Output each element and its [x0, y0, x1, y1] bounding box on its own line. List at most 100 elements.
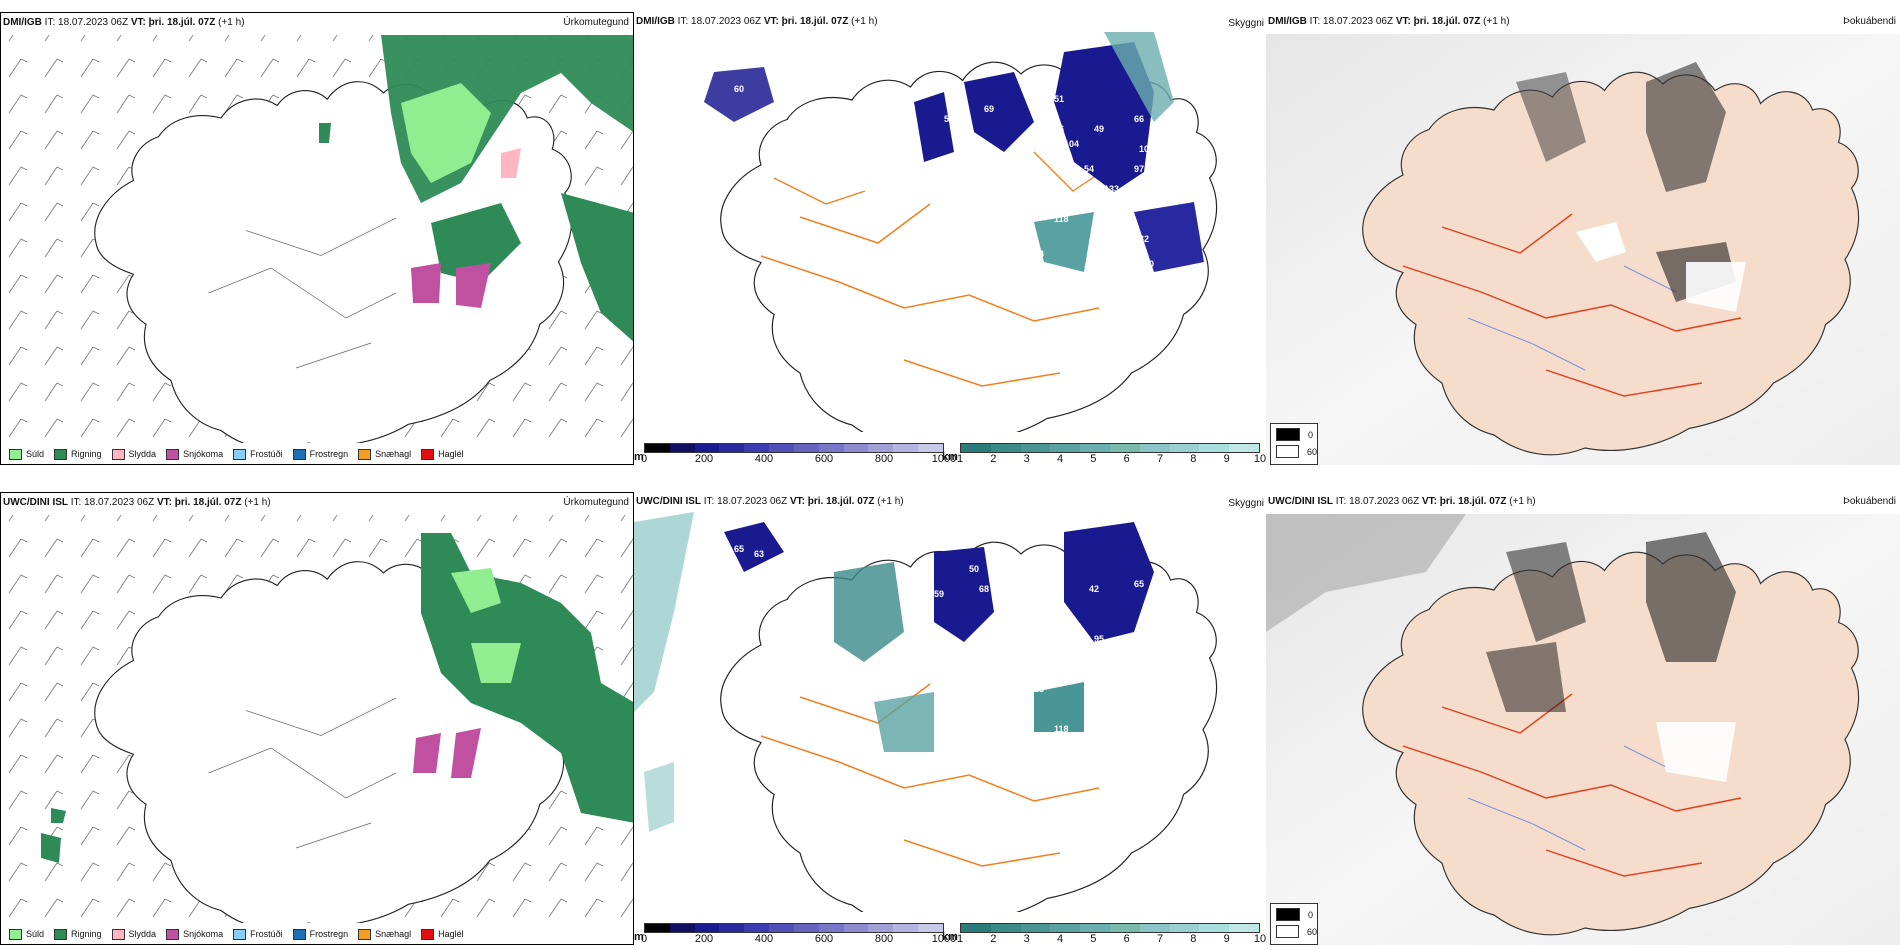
cloudbase-label: 69: [984, 104, 994, 114]
legend-item: Súld: [9, 928, 44, 940]
colorbar-swatch: [669, 444, 695, 452]
precip-map[interactable]: [1, 13, 634, 443]
colorbar-tick: 6: [1123, 453, 1130, 465]
legend-swatch: [111, 928, 125, 940]
colorbar-tick: 2: [990, 453, 997, 465]
fog-map[interactable]: [1266, 492, 1900, 945]
fog-panel-dmi: DMI/IGB IT: 18.07.2023 06Z VT: þri. 18.j…: [1266, 12, 1900, 465]
colorbar-swatch: [769, 444, 794, 452]
cloudbase-label: 89: [1074, 194, 1084, 204]
legend-swatch: [54, 448, 68, 460]
legend-item: Frostúði: [233, 448, 283, 460]
colorbar-swatch: [990, 924, 1021, 932]
legend-swatch: [166, 928, 180, 940]
colorbar-swatch: [1199, 444, 1230, 452]
legend-swatch: [421, 448, 435, 460]
colorbar-ticks: 1 2 3 4 5 6 7 8 9 10: [957, 453, 1266, 465]
legend-swatch: [421, 928, 435, 940]
cloudbase-label: 64: [974, 204, 984, 214]
panel-title: Skyggni: [1228, 498, 1264, 509]
cloudbase-unit: m: [634, 931, 644, 943]
cloudbase-label: 79: [1104, 694, 1114, 704]
panel-header: UWC/DINI ISL IT: 18.07.2023 06Z VT: þri.…: [3, 497, 271, 508]
visibility-map[interactable]: 60 51 69 51 76 49 66 104 103 97 54 81 133 89 64 67 118 13…: [634, 12, 1266, 432]
panel-title: Skyggni: [1228, 18, 1264, 29]
legend-item: Frostúði: [233, 928, 283, 940]
cloudbase-label: 68: [979, 584, 989, 594]
visibility-panel-uwc: UWC/DINI ISL IT: 18.07.2023 06Z VT: þri.…: [634, 492, 1266, 945]
colorbar-tick: 8: [1190, 453, 1197, 465]
visibility-unit: km: [942, 451, 958, 463]
legend-item: Haglél: [421, 448, 464, 460]
panel-title: Þokuábendi: [1843, 16, 1896, 27]
colorbar-swatch: [1169, 924, 1200, 932]
legend-swatch: [1276, 445, 1299, 458]
legend-item: 60: [1271, 921, 1317, 938]
colorbar-tick: 0: [640, 453, 648, 465]
legend-item: Snæhagl: [358, 448, 411, 460]
colorbar-tick: 1: [956, 933, 964, 945]
legend-item: 0: [1271, 904, 1317, 921]
fog-legend: 0 60: [1270, 423, 1318, 465]
colorbar-swatch: [793, 444, 819, 452]
cloudbase-colorbar: 0 200 400 600 800 1000: [641, 923, 956, 945]
cloudbase-label: 66: [1004, 724, 1014, 734]
colorbar-swatch: [843, 444, 869, 452]
fog-map[interactable]: [1266, 12, 1900, 465]
cloudbase-label: 50: [969, 564, 979, 574]
cloudbase-label: 65: [734, 544, 744, 554]
cloudbase-label: 47: [764, 224, 774, 234]
colorbar-tick: 7: [1156, 453, 1164, 465]
colorbar-swatch: [918, 924, 943, 932]
cloudbase-label: 54: [1084, 164, 1094, 174]
colorbar-swatch: [694, 444, 720, 452]
precip-legend: Súld Rigning Slydda Snjókoma Frostúði Fr…: [1, 924, 633, 944]
colorbar-ticks: 1 2 3 4 5 6 7 8 9 10: [956, 933, 1266, 945]
colorbar-swatch: [719, 444, 745, 452]
cloudbase-label: 64: [964, 664, 974, 674]
visibility-colorbar: 1 2 3 4 5 6 7 8 9 10: [956, 923, 1266, 945]
cloudbase-label: 65: [1134, 579, 1144, 589]
legend-swatch: [358, 928, 372, 940]
colorbar-swatch: [1050, 924, 1081, 932]
cloudbase-label: 51: [944, 114, 954, 124]
cloudbase-label: 103: [1139, 144, 1154, 154]
legend-swatch: [358, 448, 372, 460]
cloudbase-label: 118: [1054, 214, 1069, 224]
colorbar-swatch: [645, 444, 670, 452]
cloudbase-label: 81: [1159, 174, 1169, 184]
legend-item: Haglél: [421, 928, 464, 940]
legend-item: Frostregn: [292, 448, 348, 460]
colorbar-tick: 1000: [931, 933, 957, 945]
precip-legend: Súld Rigning Slydda Snjókoma Frostúði Fr…: [1, 444, 633, 464]
cloudbase-label: 159: [1114, 659, 1129, 669]
legend-swatch: [166, 448, 180, 460]
colorbar-swatch: [1109, 444, 1140, 452]
colorbar-tick: 2: [990, 933, 997, 945]
legend-item: Slydda: [111, 448, 156, 460]
colorbar-swatch: [893, 444, 919, 452]
colorbar-tick: 4: [1056, 453, 1064, 465]
colorbar-swatches: [960, 443, 1260, 453]
cloudbase-label: 66: [1134, 114, 1144, 124]
precip-map[interactable]: [1, 493, 634, 923]
colorbar-swatch: [1109, 924, 1140, 932]
colorbar-tick: 5: [1090, 453, 1097, 465]
colorbar-swatch: [1080, 924, 1110, 932]
cloudbase-label: 200: [1139, 259, 1154, 269]
colorbar-ticks: 0 200 400 600 800 1000: [640, 453, 956, 465]
legend-item: Rigning: [54, 448, 102, 460]
colorbar-swatch: [843, 924, 869, 932]
fog-panel-uwc: UWC/DINI ISL IT: 18.07.2023 06Z VT: þri.…: [1266, 492, 1900, 945]
colorbar-tick: 9: [1223, 933, 1230, 945]
panel-header: DMI/IGB IT: 18.07.2023 06Z VT: þri. 18.j…: [636, 16, 878, 27]
colorbar-swatch: [990, 444, 1021, 452]
colorbar-swatch: [744, 444, 770, 452]
cloudbase-label: 87: [954, 739, 964, 749]
legend-item: Rigning: [54, 928, 102, 940]
visibility-panel-dmi: DMI/IGB IT: 18.07.2023 06Z VT: þri. 18.j…: [634, 12, 1266, 465]
colorbar-swatch: [1020, 924, 1051, 932]
colorbar-swatch: [744, 924, 770, 932]
colorbar-swatch: [868, 924, 894, 932]
